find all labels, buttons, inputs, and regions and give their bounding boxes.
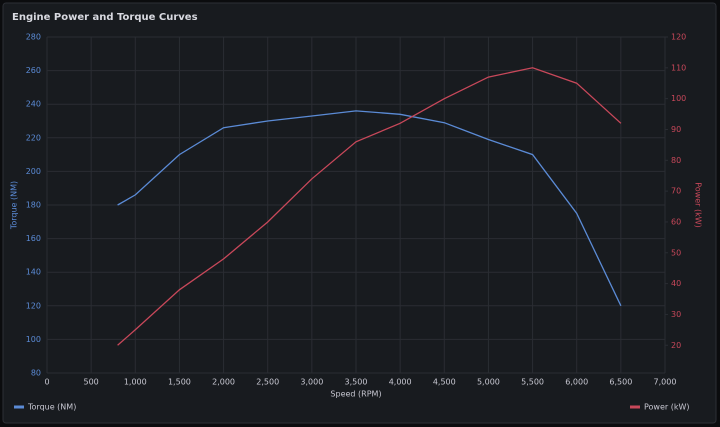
y2-tick-label: 120: [671, 33, 686, 42]
series-line: [117, 67, 622, 346]
y-tick-label: 80: [31, 369, 41, 378]
legend-label: Power (kW): [644, 403, 690, 412]
y-tick-label: 200: [26, 167, 41, 176]
y-tick-label: 180: [26, 201, 41, 210]
x-tick-label: 3,000: [300, 378, 323, 387]
y2-tick-label: 100: [671, 94, 686, 103]
y2-tick-label: 70: [671, 187, 681, 196]
x-tick-label: 7,000: [654, 378, 677, 387]
y2-tick-label: 40: [671, 279, 681, 288]
x-tick-label: 4,500: [433, 378, 456, 387]
y2-tick-label: 30: [671, 310, 681, 319]
x-tick-label: 2,500: [256, 378, 279, 387]
y-axis-label: Torque (NM): [10, 181, 19, 230]
y2-tick-label: 50: [671, 248, 681, 257]
x-tick-label: 2,000: [212, 378, 235, 387]
x-axis-label: Speed (RPM): [330, 390, 381, 399]
chart-title: Engine Power and Torque Curves: [12, 12, 198, 23]
y-tick-label: 100: [26, 335, 41, 344]
x-tick-label: 0: [44, 378, 49, 387]
series-line: [117, 110, 622, 307]
y-tick-label: 220: [26, 133, 41, 142]
x-tick-label: 6,000: [565, 378, 588, 387]
x-tick-label: 6,500: [609, 378, 632, 387]
y-tick-label: 160: [26, 234, 41, 243]
y-tick-label: 280: [26, 33, 41, 42]
y-tick-label: 260: [26, 66, 41, 75]
legend-label: Torque (NM): [27, 403, 76, 412]
x-tick-label: 5,500: [521, 378, 544, 387]
y2-tick-label: 110: [671, 63, 686, 72]
y2-tick-label: 20: [671, 341, 681, 350]
x-tick-label: 3,500: [345, 378, 368, 387]
x-tick-label: 500: [84, 378, 99, 387]
x-tick-label: 5,000: [477, 378, 500, 387]
x-tick-label: 4,000: [389, 378, 412, 387]
x-tick-label: 1,500: [168, 378, 191, 387]
y2-axis-label: Power (kW): [694, 182, 703, 228]
x-tick-label: 1,000: [124, 378, 147, 387]
y-tick-label: 240: [26, 100, 41, 109]
y2-tick-label: 90: [671, 125, 681, 134]
y-tick-label: 120: [26, 301, 41, 310]
y2-tick-label: 60: [671, 217, 681, 226]
y2-tick-label: 80: [671, 156, 681, 165]
y-tick-label: 140: [26, 268, 41, 277]
